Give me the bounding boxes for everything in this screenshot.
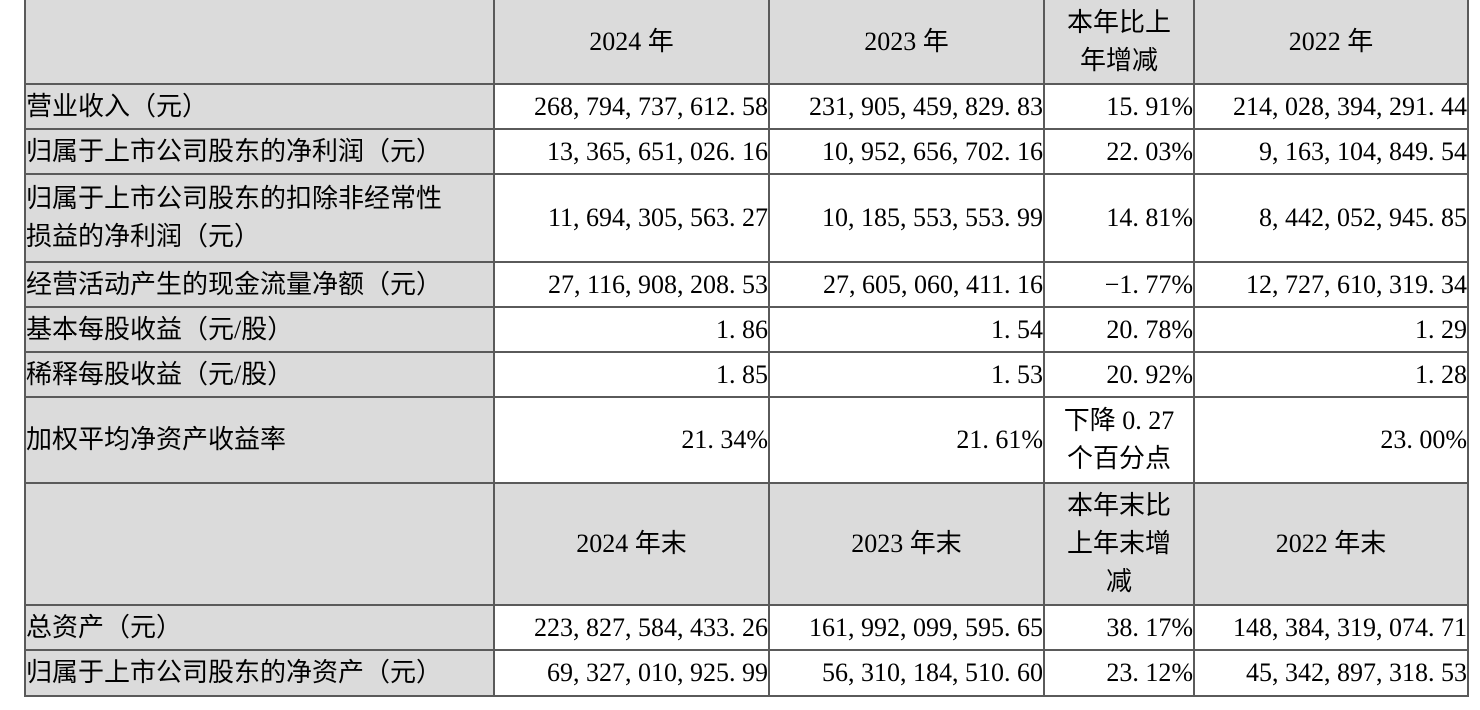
value-change: 20. 78% <box>1043 306 1195 353</box>
value-2023: 1. 53 <box>768 351 1045 398</box>
value-2024: 13, 365, 651, 026. 16 <box>493 128 770 175</box>
value-2022: 9, 163, 104, 849. 54 <box>1193 128 1469 175</box>
value-2024: 1. 85 <box>493 351 770 398</box>
value-2022: 1. 29 <box>1193 306 1469 353</box>
value-2023: 27, 605, 060, 411. 16 <box>768 261 1045 308</box>
table-row-total-assets: 总资产（元） 223, 827, 584, 433. 26 161, 992, … <box>24 604 1469 651</box>
header-cell-yoy-change: 本年比上 年增减 <box>1043 0 1195 85</box>
row-label: 归属于上市公司股东的净利润（元） <box>24 128 495 175</box>
value-2022: 1. 28 <box>1193 351 1469 398</box>
value-2022: 45, 342, 897, 318. 53 <box>1193 649 1469 697</box>
value-2024: 69, 327, 010, 925. 99 <box>493 649 770 697</box>
table-row-net-profit: 归属于上市公司股东的净利润（元） 13, 365, 651, 026. 16 1… <box>24 128 1469 175</box>
row-label: 稀释每股收益（元/股） <box>24 351 495 398</box>
header-cell-2022-end: 2022 年末 <box>1193 482 1469 606</box>
header-cell-empty <box>24 482 495 606</box>
value-change: −1. 77% <box>1043 261 1195 308</box>
financial-summary-table: 2024 年 2023 年 本年比上 年增减 2022 年 营业收入（元） 26… <box>24 0 1469 697</box>
value-change: 14. 81% <box>1043 173 1195 263</box>
table-header-row-annual: 2024 年 2023 年 本年比上 年增减 2022 年 <box>24 0 1469 85</box>
value-2024: 1. 86 <box>493 306 770 353</box>
row-label: 加权平均净资产收益率 <box>24 396 495 484</box>
value-2024: 27, 116, 908, 208. 53 <box>493 261 770 308</box>
header-cell-2024: 2024 年 <box>493 0 770 85</box>
value-2024: 11, 694, 305, 563. 27 <box>493 173 770 263</box>
value-2023: 161, 992, 099, 595. 65 <box>768 604 1045 651</box>
value-2022: 8, 442, 052, 945. 85 <box>1193 173 1469 263</box>
value-2024: 223, 827, 584, 433. 26 <box>493 604 770 651</box>
table-row-basic-eps: 基本每股收益（元/股） 1. 86 1. 54 20. 78% 1. 29 <box>24 306 1469 353</box>
header-cell-2023-end: 2023 年末 <box>768 482 1045 606</box>
value-change: 23. 12% <box>1043 649 1195 697</box>
table-row-net-assets: 归属于上市公司股东的净资产（元） 69, 327, 010, 925. 99 5… <box>24 649 1469 697</box>
value-2023: 10, 185, 553, 553. 99 <box>768 173 1045 263</box>
table-row-revenue: 营业收入（元） 268, 794, 737, 612. 58 231, 905,… <box>24 83 1469 130</box>
table-header-row-year-end: 2024 年末 2023 年末 本年末比 上年末增 减 2022 年末 <box>24 482 1469 606</box>
row-label: 归属于上市公司股东的扣除非经常性 损益的净利润（元） <box>24 173 495 263</box>
value-2023: 56, 310, 184, 510. 60 <box>768 649 1045 697</box>
value-2022: 148, 384, 319, 074. 71 <box>1193 604 1469 651</box>
row-label: 经营活动产生的现金流量净额（元） <box>24 261 495 308</box>
row-label: 基本每股收益（元/股） <box>24 306 495 353</box>
header-cell-year-end-change: 本年末比 上年末增 减 <box>1043 482 1195 606</box>
table-row-operating-cash-flow: 经营活动产生的现金流量净额（元） 27, 116, 908, 208. 53 2… <box>24 261 1469 308</box>
table-row-weighted-avg-roe: 加权平均净资产收益率 21. 34% 21. 61% 下降 0. 27 个百分点… <box>24 396 1469 484</box>
header-cell-2022: 2022 年 <box>1193 0 1469 85</box>
table-row-diluted-eps: 稀释每股收益（元/股） 1. 85 1. 53 20. 92% 1. 28 <box>24 351 1469 398</box>
value-2024: 21. 34% <box>493 396 770 484</box>
value-change: 22. 03% <box>1043 128 1195 175</box>
value-2023: 10, 952, 656, 702. 16 <box>768 128 1045 175</box>
row-label: 总资产（元） <box>24 604 495 651</box>
value-2023: 21. 61% <box>768 396 1045 484</box>
header-cell-2023: 2023 年 <box>768 0 1045 85</box>
row-label: 营业收入（元） <box>24 83 495 130</box>
value-change: 15. 91% <box>1043 83 1195 130</box>
row-label: 归属于上市公司股东的净资产（元） <box>24 649 495 697</box>
table-row-deducted-net-profit: 归属于上市公司股东的扣除非经常性 损益的净利润（元） 11, 694, 305,… <box>24 173 1469 263</box>
value-change: 20. 92% <box>1043 351 1195 398</box>
value-2023: 231, 905, 459, 829. 83 <box>768 83 1045 130</box>
header-cell-empty <box>24 0 495 85</box>
value-change: 38. 17% <box>1043 604 1195 651</box>
value-2022: 23. 00% <box>1193 396 1469 484</box>
value-2023: 1. 54 <box>768 306 1045 353</box>
header-cell-2024-end: 2024 年末 <box>493 482 770 606</box>
value-2022: 12, 727, 610, 319. 34 <box>1193 261 1469 308</box>
value-2022: 214, 028, 394, 291. 44 <box>1193 83 1469 130</box>
value-change: 下降 0. 27 个百分点 <box>1043 396 1195 484</box>
value-2024: 268, 794, 737, 612. 58 <box>493 83 770 130</box>
